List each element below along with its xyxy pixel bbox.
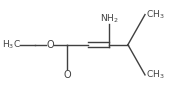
Text: O: O [63,70,71,80]
Text: O: O [46,40,54,50]
Text: CH$_3$: CH$_3$ [146,69,165,81]
Text: NH$_2$: NH$_2$ [100,12,118,25]
Text: CH$_3$: CH$_3$ [146,8,165,21]
Text: H$_3$C: H$_3$C [2,39,21,51]
